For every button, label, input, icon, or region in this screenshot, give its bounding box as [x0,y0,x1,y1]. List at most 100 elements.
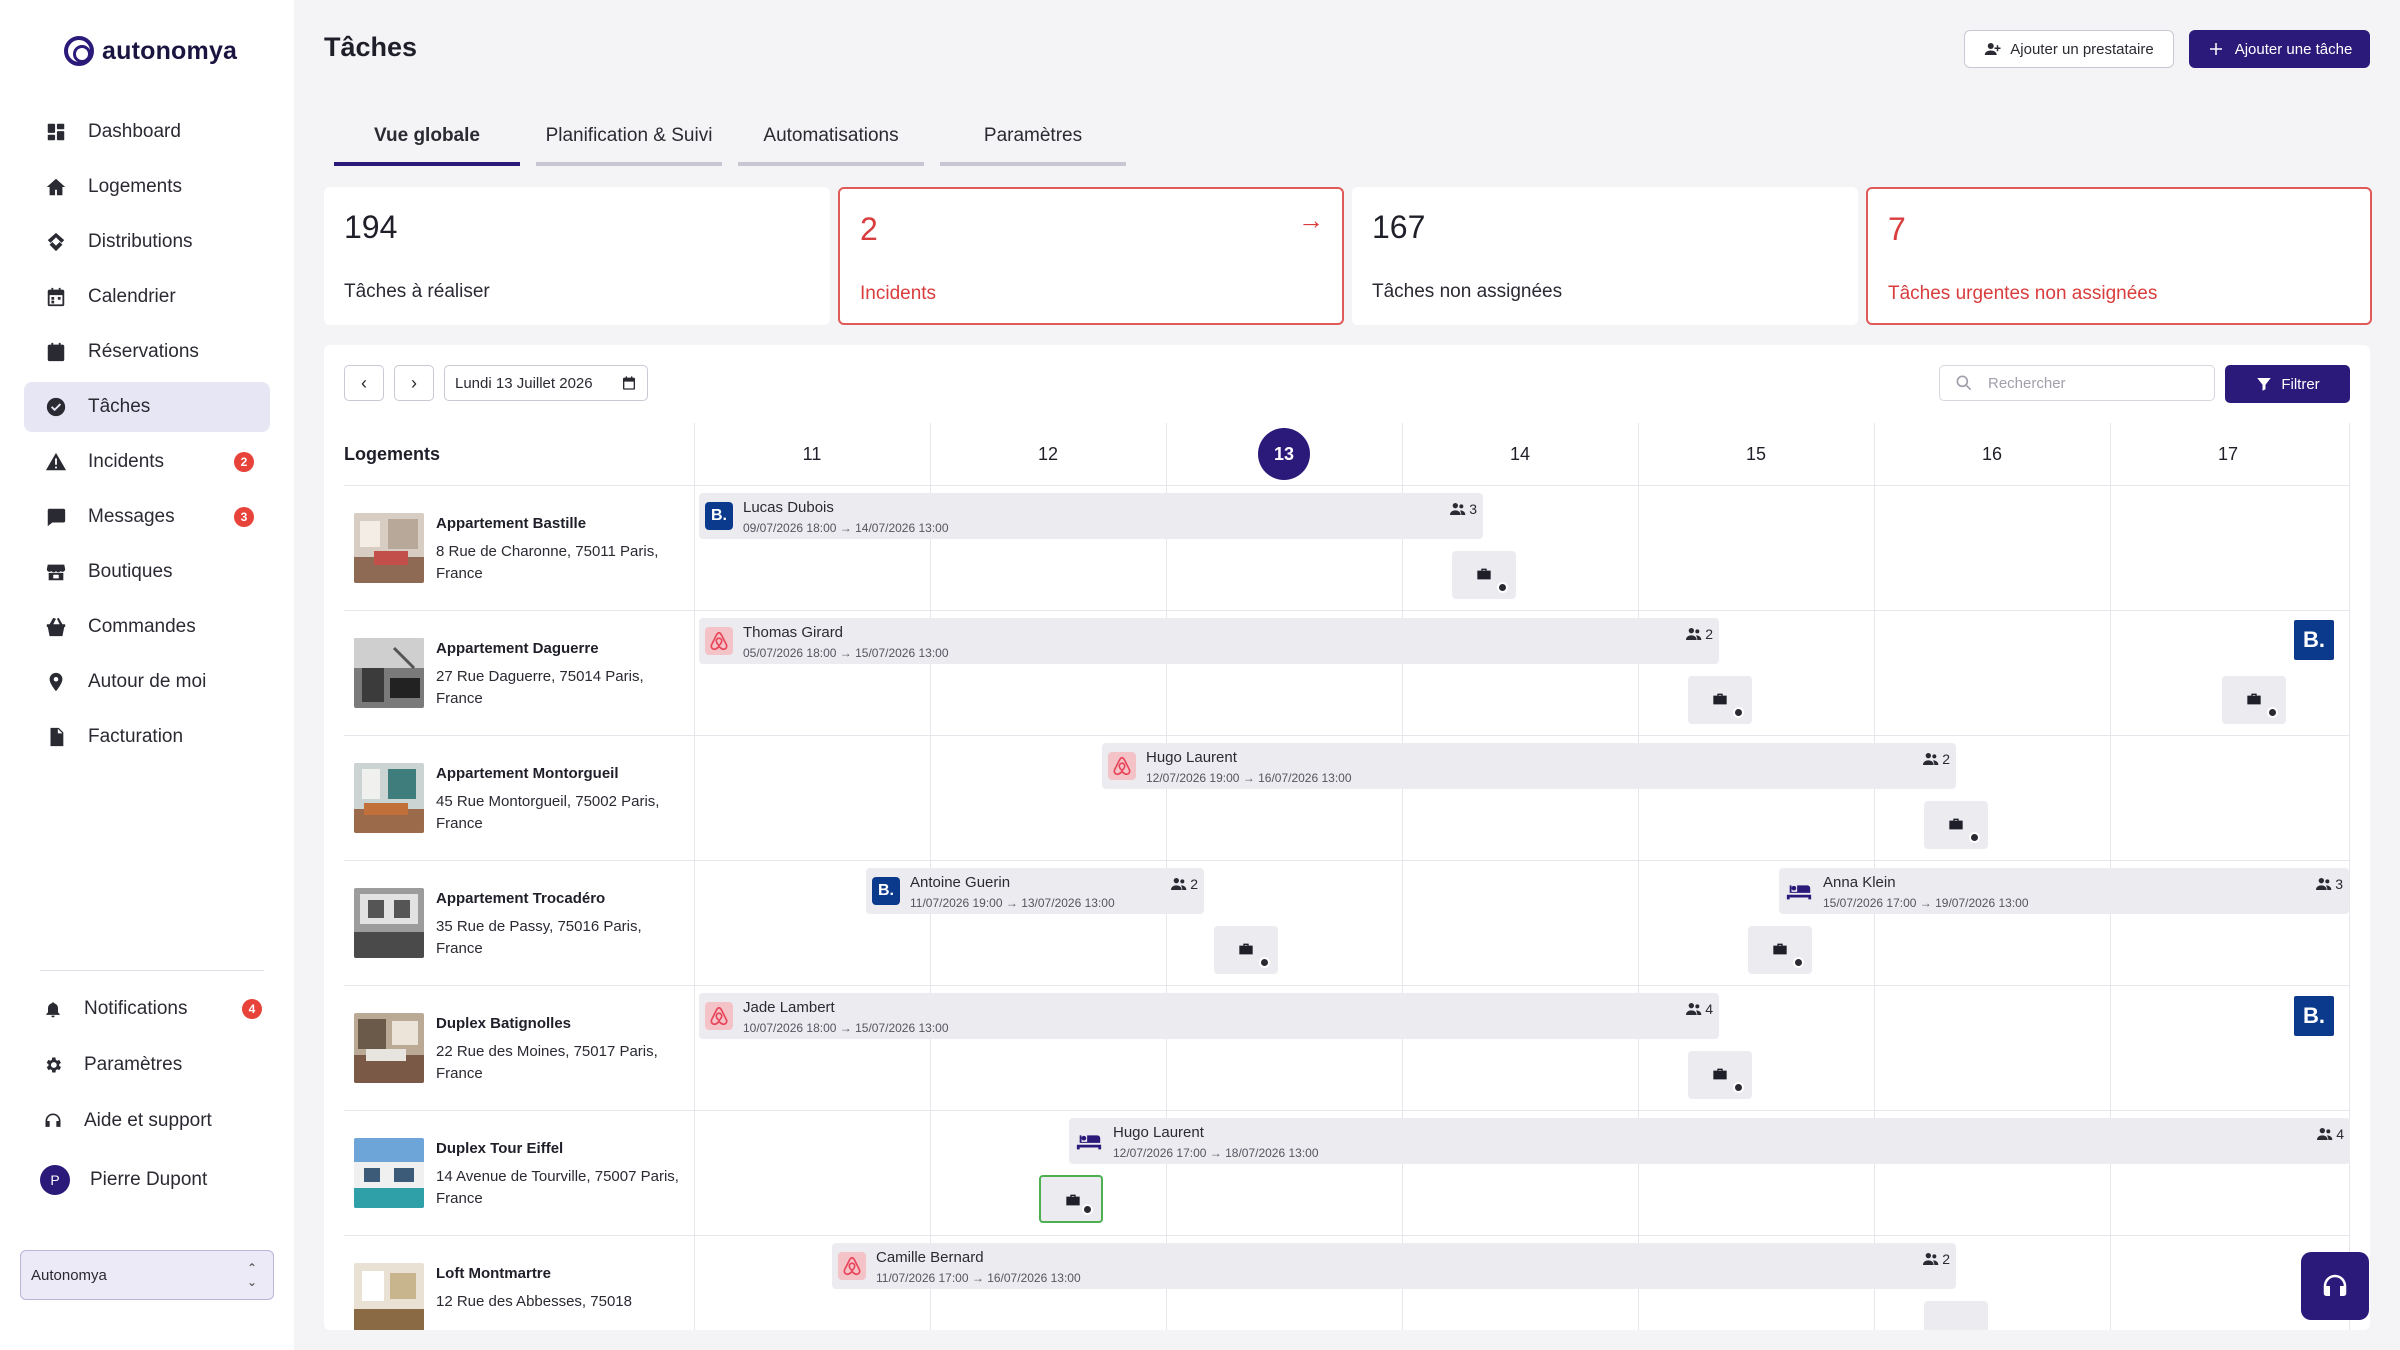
guest-count: 2 [1171,876,1198,892]
day-header[interactable]: 14 [1402,423,1638,485]
people-icon [1923,1253,1939,1265]
guest-count-value: 4 [2336,1126,2344,1142]
day-number: 17 [2217,443,2239,464]
sidebar-item-facturation[interactable]: Facturation [24,712,270,762]
briefcase-icon [1477,568,1491,580]
calendar-icon [44,285,68,309]
stat-card-unassigned[interactable]: 167 Tâches non assignées [1352,187,1858,325]
day-header[interactable]: 17 [2110,423,2346,485]
cleaning-task[interactable] [1214,926,1278,974]
sidebar-settings[interactable]: Paramètres [40,1045,270,1085]
tab-parametres[interactable]: Paramètres [940,110,1126,166]
workspace-select[interactable]: Autonomya ⌃ ⌄ [20,1250,274,1300]
tab-planification[interactable]: Planification & Suivi [536,110,722,166]
sidebar-item-distributions[interactable]: Distributions [24,217,270,267]
sidebar-item-autour-de-moi[interactable]: Autour de moi [24,657,270,707]
property-address: 8 Rue de Charonne, 75011 Paris, France [436,543,659,582]
assignee-dot [1969,832,1980,843]
property-row[interactable]: Duplex Tour Eiffel 14 Avenue de Tourvill… [354,1120,684,1230]
logo-mark-icon [64,36,94,66]
grid-line [2349,423,2350,1330]
stat-label: Tâches urgentes non assignées [1888,283,2158,304]
sidebar-help[interactable]: Aide et support [40,1101,270,1141]
sidebar-item-calendrier[interactable]: Calendrier [24,272,270,322]
tab-automatisations[interactable]: Automatisations [738,110,924,166]
cleaning-task-selected[interactable] [1039,1175,1103,1223]
assignee-dot [1259,957,1270,968]
add-task-button[interactable]: Ajouter une tâche [2189,30,2370,68]
sidebar-item-label: Commandes [88,616,196,637]
booking-bar[interactable]: Hugo Laurent 12/07/2026 17:00 → 18/07/20… [1069,1118,2350,1164]
property-row[interactable]: Appartement Bastille 8 Rue de Charonne, … [354,495,684,605]
sidebar-notifications[interactable]: Notifications 4 [40,989,270,1029]
property-row[interactable]: Duplex Batignolles 22 Rue des Moines, 75… [354,995,684,1105]
guest-count: 2 [1686,626,1713,642]
bed-icon [1075,1127,1103,1155]
sidebar-item-incidents[interactable]: Incidents 2 [24,437,270,487]
booking-dates: 12/07/2026 19:00 → 16/07/2026 13:00 [1146,771,1352,785]
sidebar-item-dashboard[interactable]: Dashboard [24,107,270,157]
cleaning-task[interactable] [1924,1301,1988,1330]
sidebar-divider [40,970,264,971]
help-label: Aide et support [84,1110,212,1131]
day-header-today[interactable]: 13 [1166,423,1402,485]
day-header[interactable]: 16 [1874,423,2110,485]
cleaning-task[interactable] [2222,676,2286,724]
brand-name: autonomya [102,36,238,65]
add-provider-button[interactable]: Ajouter un prestataire [1964,30,2174,68]
search-input[interactable]: Rechercher [1939,365,2215,401]
property-row[interactable]: Appartement Daguerre 27 Rue Daguerre, 75… [354,620,684,730]
booking-bar[interactable]: Jade Lambert 10/07/2026 18:00 → 15/07/20… [699,993,1719,1039]
day-header[interactable]: 15 [1638,423,1874,485]
property-row[interactable]: Loft Montmartre 12 Rue des Abbesses, 750… [354,1245,684,1330]
grid-line [344,610,2350,611]
booking-bar[interactable]: Thomas Girard 05/07/2026 18:00 → 15/07/2… [699,618,1719,664]
booking-bar[interactable]: Hugo Laurent 12/07/2026 19:00 → 16/07/20… [1102,743,1956,789]
day-header[interactable]: 11 [694,423,930,485]
prev-week-button[interactable]: ‹ [344,365,384,401]
sidebar-item-reservations[interactable]: Réservations [24,327,270,377]
cleaning-task[interactable] [1924,801,1988,849]
booking-bar[interactable]: B. Antoine Guerin 11/07/2026 19:00 → 13/… [866,868,1204,914]
stat-card-incidents[interactable]: 2 Incidents → [838,187,1344,325]
guest-count: 3 [2316,876,2343,892]
support-chat-button[interactable] [2301,1252,2369,1320]
filter-icon [2257,378,2272,391]
dashboard-icon [44,120,68,144]
day-header[interactable]: 12 [930,423,1166,485]
brand-logo[interactable]: autonomya [64,36,237,66]
briefcase-icon [1066,1194,1080,1206]
filter-button[interactable]: Filtrer [2225,365,2350,403]
sidebar-item-messages[interactable]: Messages 3 [24,492,270,542]
sidebar-item-commandes[interactable]: Commandes [24,602,270,652]
sidebar-item-boutiques[interactable]: Boutiques [24,547,270,597]
booking-com-icon[interactable]: B. [2294,996,2334,1036]
next-week-button[interactable]: › [394,365,434,401]
booking-dates: 09/07/2026 18:00 → 14/07/2026 13:00 [743,521,949,535]
sidebar-item-taches[interactable]: Tâches [24,382,270,432]
grid-line [344,485,2350,486]
booking-bar[interactable]: Anna Klein 15/07/2026 17:00 → 19/07/2026… [1779,868,2349,914]
sidebar-user[interactable]: P Pierre Dupont [40,1160,270,1200]
sidebar-item-logements[interactable]: Logements [24,162,270,212]
booking-bar[interactable]: B. Lucas Dubois 09/07/2026 18:00 → 14/07… [699,493,1483,539]
cleaning-task[interactable] [1452,551,1516,599]
stat-card-tasks-todo[interactable]: 194 Tâches à réaliser [324,187,830,325]
property-row[interactable]: Appartement Montorgueil 45 Rue Montorgue… [354,745,684,855]
people-icon [1686,628,1702,640]
cleaning-task[interactable] [1688,676,1752,724]
tab-vue-globale[interactable]: Vue globale [334,110,520,166]
property-row[interactable]: Appartement Trocadéro 35 Rue de Passy, 7… [354,870,684,980]
stat-value: 194 [344,209,398,245]
property-address: 14 Avenue de Tourville, 75007 Paris, Fra… [436,1168,679,1207]
booking-com-icon[interactable]: B. [2294,620,2334,660]
property-name: Duplex Batignolles [436,1015,572,1032]
sidebar-item-label: Tâches [88,396,151,417]
cleaning-task[interactable] [1748,926,1812,974]
stat-card-urgent-unassigned[interactable]: 7 Tâches urgentes non assignées [1866,187,2372,325]
booking-bar[interactable]: Camille Bernard 11/07/2026 17:00 → 16/07… [832,1243,1956,1289]
booking-dates: 10/07/2026 18:00 → 15/07/2026 13:00 [743,1021,949,1035]
date-picker[interactable]: Lundi 13 Juillet 2026 [444,365,648,401]
grid-line [344,1110,2350,1111]
cleaning-task[interactable] [1688,1051,1752,1099]
